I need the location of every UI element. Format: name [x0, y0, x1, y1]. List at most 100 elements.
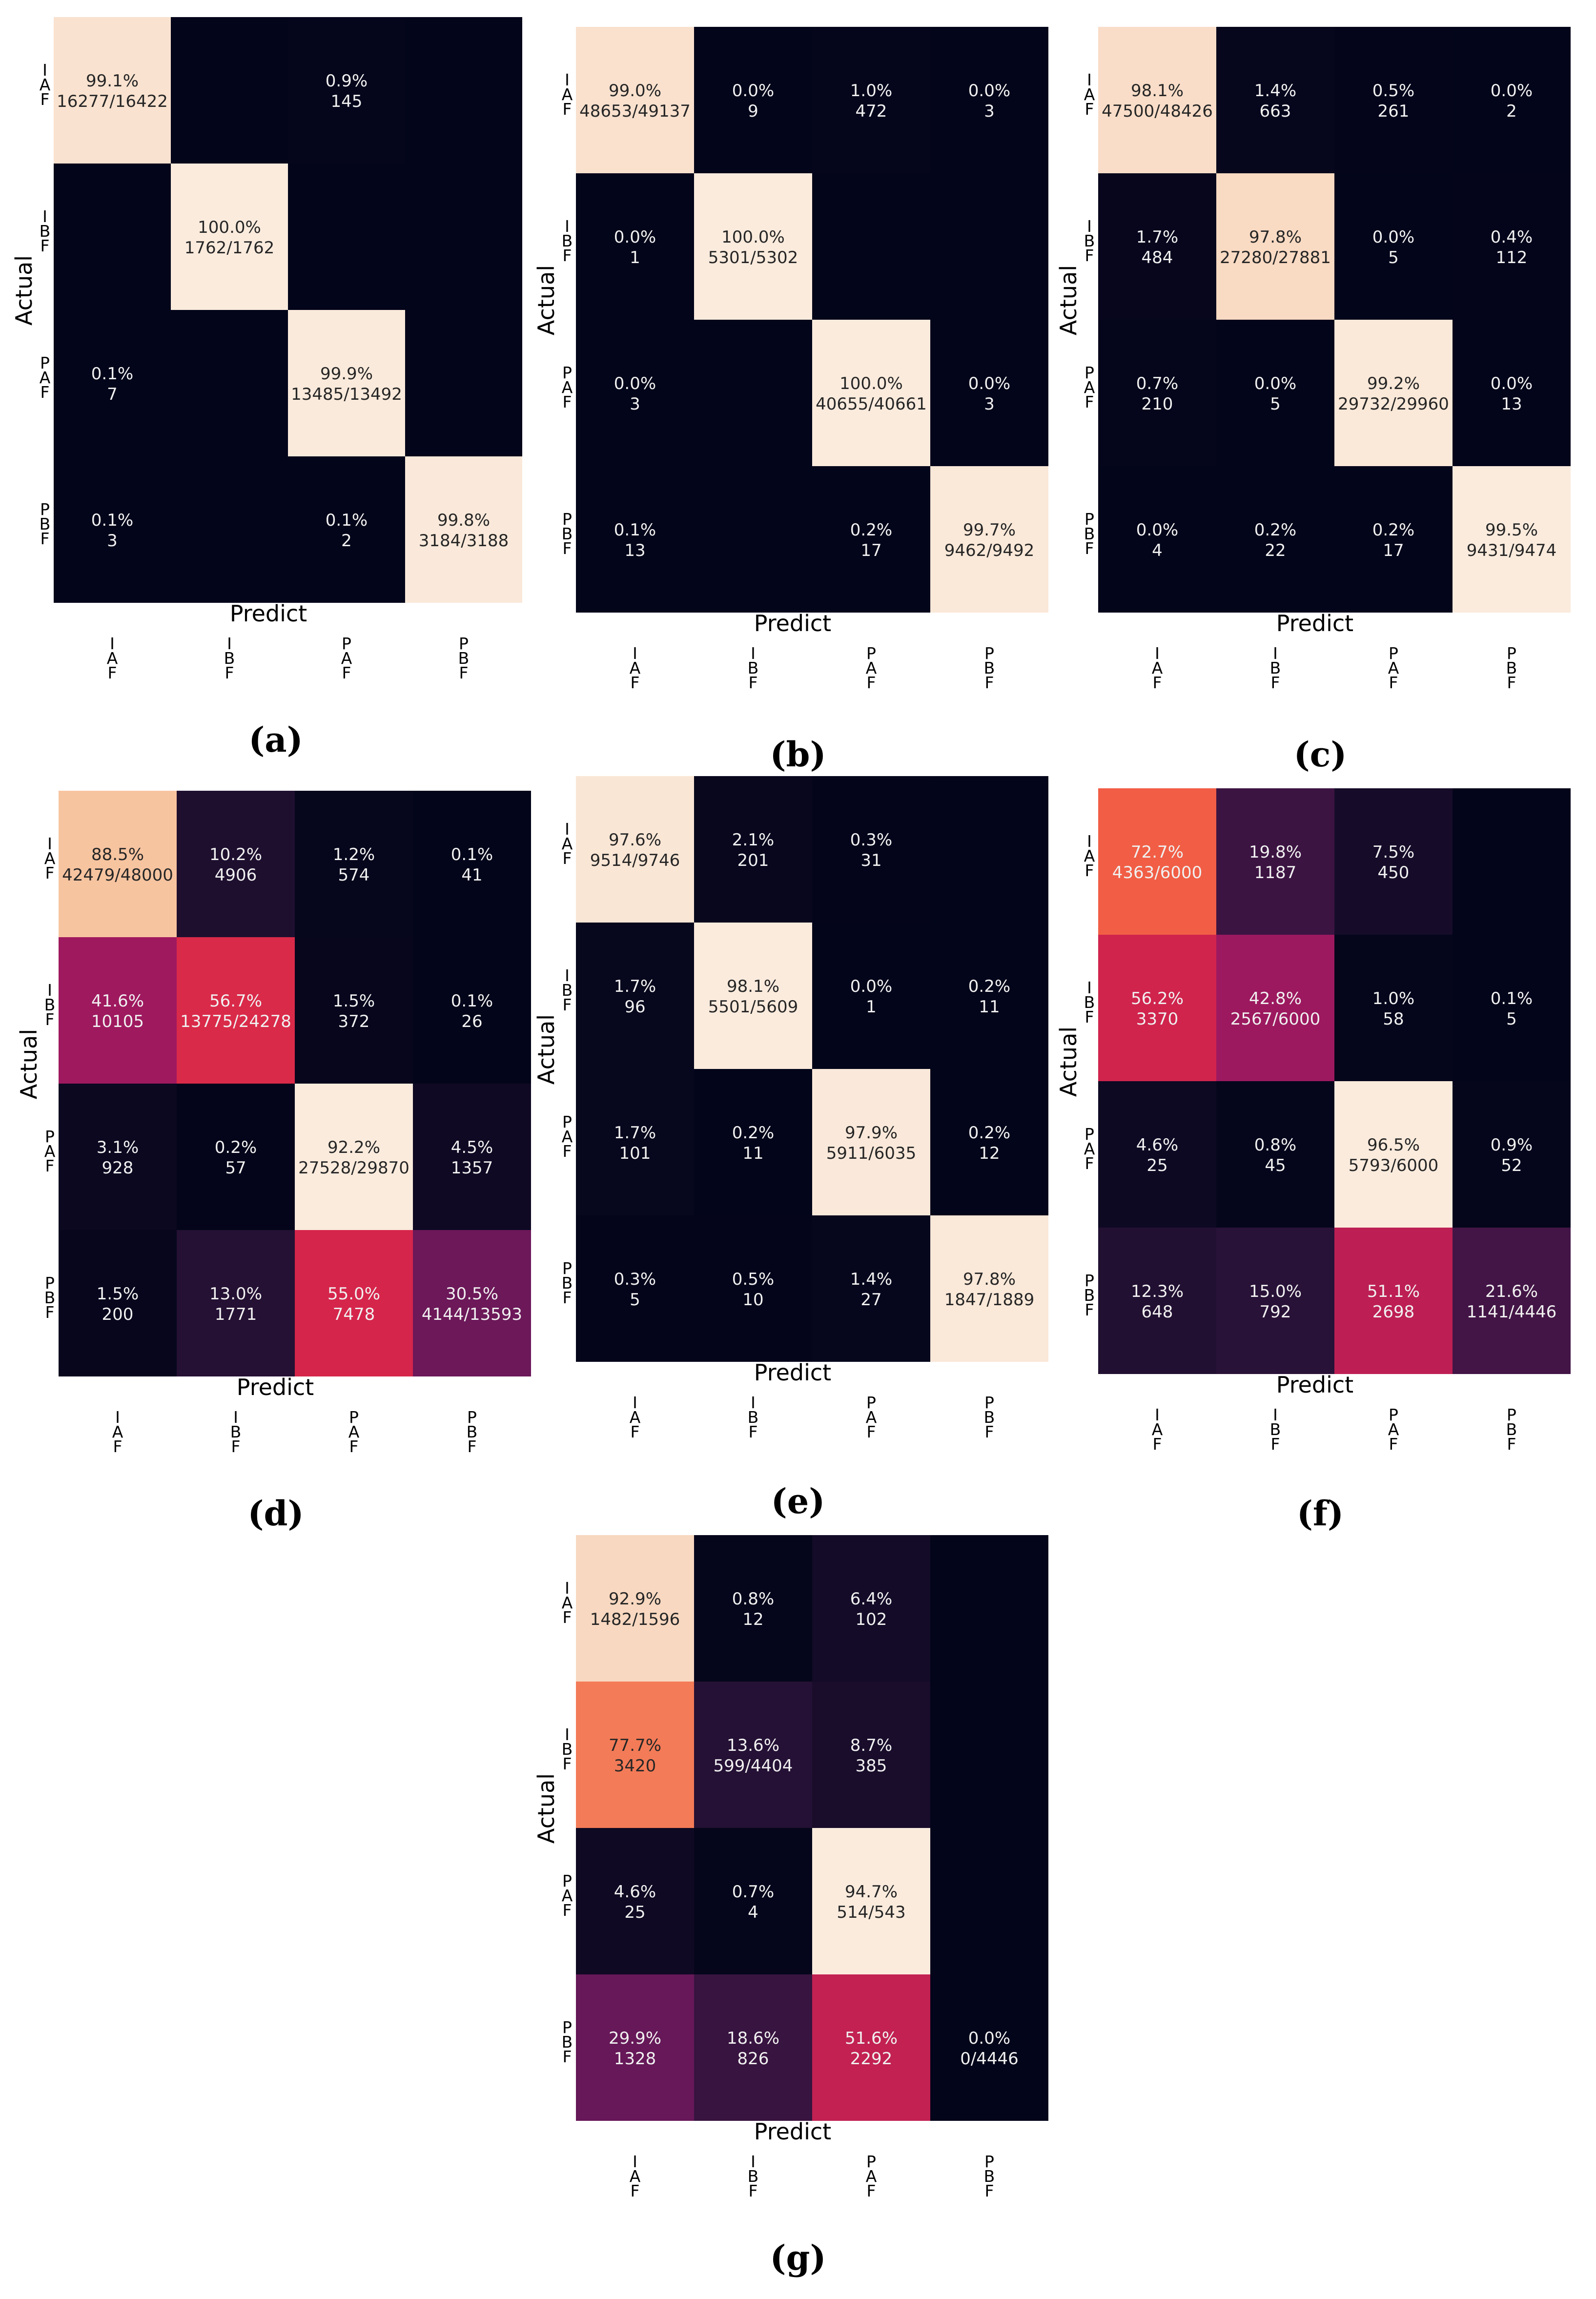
heatmap-cell [54, 164, 171, 310]
cell-percent-label: 1.7% [1136, 227, 1178, 247]
heatmap-cell [1216, 27, 1334, 173]
heatmap-cell [694, 1974, 812, 2121]
cell-percent-label: 0.1% [91, 511, 133, 530]
heatmap-cell [576, 1069, 694, 1215]
heatmap-cell [1453, 320, 1571, 466]
heatmap-cell [930, 923, 1048, 1069]
cell-percent-label: 3.1% [97, 1138, 139, 1157]
cell-percent-label: 72.7% [1131, 842, 1184, 862]
heatmap-cell [171, 310, 288, 456]
heatmap-cell [405, 456, 522, 603]
cell-count-label: 31 [860, 851, 881, 870]
cell-percent-label: 51.1% [1367, 1282, 1420, 1301]
heatmap-cell [54, 310, 171, 456]
cell-percent-label: 8.7% [850, 1736, 892, 1755]
confusion-matrix-1: 99.1%16277/16422 0.9%145 100.0%1762/1762 0.… [11, 17, 522, 760]
heatmap-cell [1453, 935, 1571, 1081]
cell-percent-label: 97.6% [609, 830, 661, 850]
panel-label: (e) [771, 1481, 825, 1521]
heatmap-cell [1216, 935, 1334, 1081]
cell-count-label: 29732/29960 [1338, 394, 1449, 414]
heatmap-cell [812, 1828, 930, 1974]
heatmap-cell [694, 1682, 812, 1828]
cell-count-label: 7478 [333, 1305, 375, 1324]
cell-percent-label: 21.6% [1485, 1282, 1538, 1301]
heatmap-cell [1453, 1081, 1571, 1228]
cell-count-label: 1328 [614, 2049, 656, 2069]
cell-percent-label: 0.8% [1254, 1135, 1296, 1155]
x-axis-title: Predict [754, 2118, 831, 2145]
cell-percent-label: 4.6% [614, 1882, 656, 1902]
heatmap-cell [1216, 788, 1334, 935]
heatmap-cell [930, 1215, 1048, 1362]
cell-count-label: 1187 [1254, 863, 1297, 883]
cell-count-label: 57 [225, 1158, 246, 1178]
cell-count-label: 45 [1265, 1156, 1286, 1175]
cell-percent-label: 4.5% [451, 1138, 493, 1157]
y-axis-title: Actual [533, 265, 559, 335]
heatmap-cell [812, 1974, 930, 2121]
x-axis-title: Predict [1276, 610, 1353, 636]
heatmap-cell [1453, 788, 1571, 935]
cell-count-label: 648 [1142, 1302, 1173, 1322]
cell-percent-label: 1.7% [614, 977, 656, 996]
cell-count-label: 12 [979, 1144, 1000, 1163]
heatmap-cell [171, 456, 288, 603]
heatmap-cell [694, 1535, 812, 1682]
cell-count-label: 40655/40661 [816, 394, 927, 414]
cell-count-label: 10105 [91, 1012, 144, 1031]
heatmap-cell [288, 164, 405, 310]
heatmap-cell [576, 1974, 694, 2121]
cell-percent-label: 0.3% [614, 1270, 656, 1289]
cell-percent-label: 99.7% [963, 520, 1016, 540]
cell-count-label: 261 [1378, 102, 1410, 121]
panel-label: (g) [770, 2237, 826, 2278]
heatmap-cell [171, 164, 288, 310]
cell-percent-label: 96.5% [1367, 1135, 1420, 1155]
heatmap-cell [694, 1069, 812, 1215]
cell-percent-label: 0.4% [1491, 227, 1533, 247]
cell-count-label: 2292 [850, 2049, 893, 2069]
heatmap-cell [295, 1084, 413, 1230]
cell-count-label: 514/543 [837, 1903, 905, 1922]
cell-count-label: 27280/27881 [1220, 248, 1331, 267]
cell-percent-label: 1.4% [1254, 81, 1296, 101]
heatmap-cell [812, 776, 930, 923]
cell-percent-label: 1.0% [1372, 989, 1414, 1008]
cell-percent-label: 18.6% [727, 2029, 779, 2048]
cell-percent-label: 0.5% [732, 1270, 774, 1289]
cell-count-label: 372 [338, 1012, 370, 1031]
heatmap-cell [1216, 466, 1334, 613]
cell-percent-label: 0.7% [732, 1882, 774, 1902]
cell-count-label: 1762/1762 [184, 238, 275, 258]
confusion-matrix-3: 98.1%47500/484261.4%6630.5%2610.0%21.7%4… [1055, 27, 1571, 775]
cell-count-label: 10 [742, 1290, 763, 1310]
heatmap-cell [1216, 173, 1334, 320]
heatmap-cell [1334, 320, 1453, 466]
cell-count-label: 663 [1260, 102, 1291, 121]
cell-count-label: 22 [1265, 541, 1286, 560]
heatmap-cell [405, 17, 522, 164]
heatmap-cell [694, 320, 812, 466]
cell-count-label: 5793/6000 [1349, 1156, 1439, 1175]
heatmap-cell [171, 17, 288, 164]
heatmap-cell [812, 1682, 930, 1828]
heatmap-cell [694, 173, 812, 320]
heatmap-cell [1453, 173, 1571, 320]
heatmap-cell [1334, 1081, 1453, 1228]
cell-count-label: 13485/13492 [291, 385, 402, 404]
